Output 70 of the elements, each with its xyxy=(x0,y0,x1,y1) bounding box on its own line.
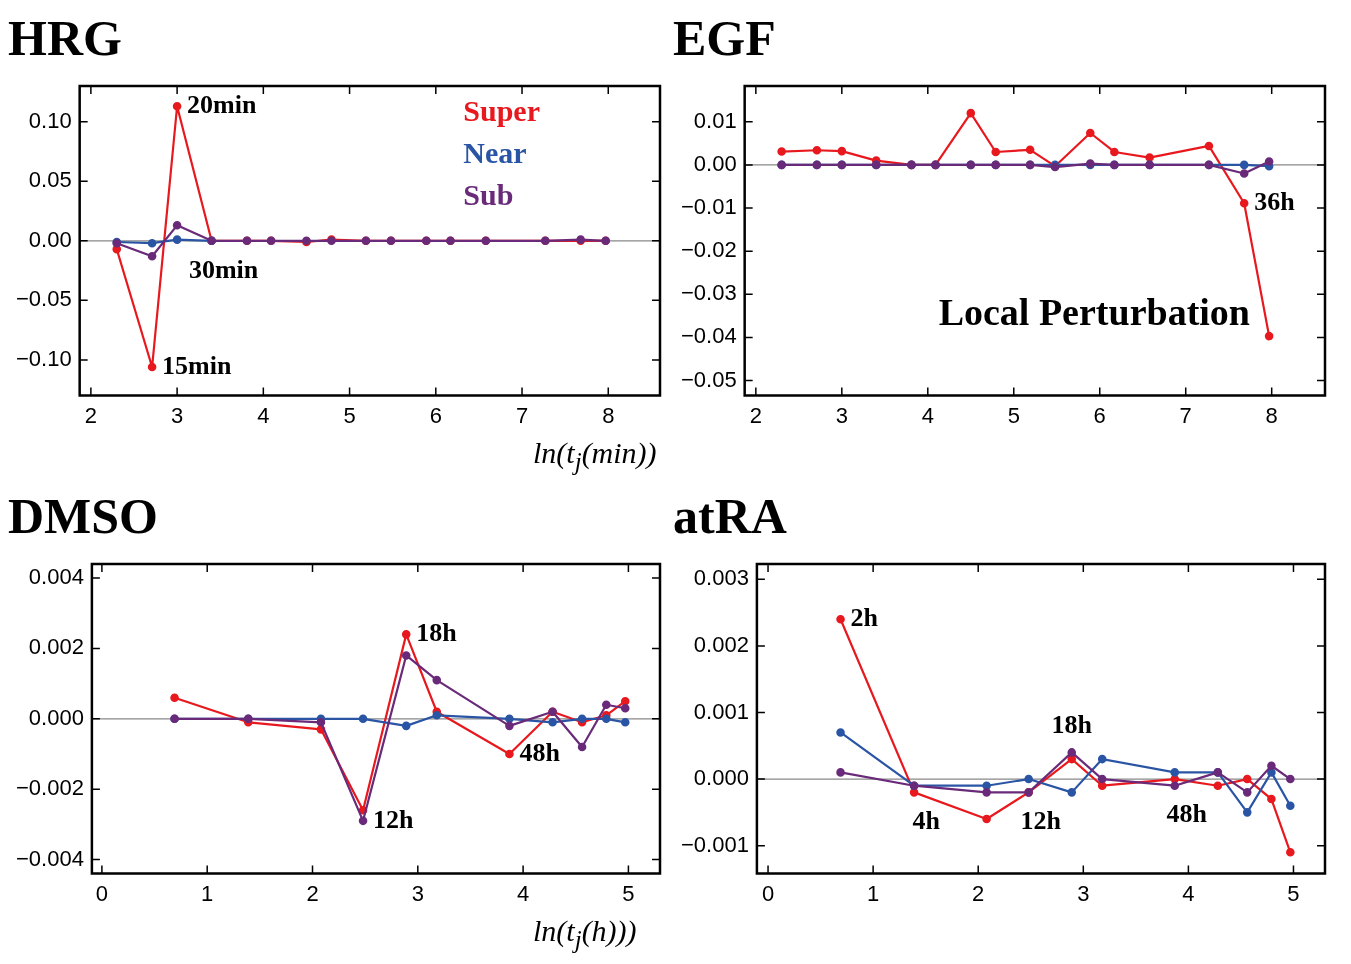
y-tick-label: −0.01 xyxy=(680,194,737,220)
x-tick-label: 2 xyxy=(749,402,762,428)
x-tick-label: 2 xyxy=(972,880,985,906)
y-tick-label: 0.002 xyxy=(693,631,749,657)
annotation: 15min xyxy=(162,350,232,380)
y-tick-label: −0.002 xyxy=(16,775,84,801)
text: Near xyxy=(463,135,527,169)
x-tick-label: 8 xyxy=(1265,402,1278,428)
y-tick-label: 0.05 xyxy=(28,167,72,193)
annotation: Local Perturbation xyxy=(938,291,1250,334)
chart-title: DMSO xyxy=(8,487,158,544)
y-tick-label: 0.001 xyxy=(693,698,749,724)
y-tick-label: 0.01 xyxy=(693,107,737,133)
y-tick-label: 0.000 xyxy=(693,765,749,791)
annotation: 36h xyxy=(1254,187,1296,216)
x-axis-title: ln(t$_{j}$(h))) xyxy=(533,914,637,954)
x-tick-label: 3 xyxy=(1077,880,1090,906)
y-tick-label: −0.05 xyxy=(15,286,72,312)
x-axis-title: ln(t$_{j}$(min)) xyxy=(533,436,657,476)
text: Super xyxy=(463,93,540,127)
annotation: 48h xyxy=(1166,799,1208,829)
y-tick-label: −0.001 xyxy=(681,831,749,857)
y-tick-label: 0.00 xyxy=(28,226,72,252)
annotation: 48h xyxy=(519,737,561,767)
x-tick-label: 2 xyxy=(306,880,319,906)
annotation: 2h xyxy=(850,602,879,632)
annotation: 20min xyxy=(187,89,257,119)
y-tick-label: −0.05 xyxy=(680,366,737,392)
x-tick-label: 7 xyxy=(1179,402,1192,428)
x-tick-label: 1 xyxy=(867,880,880,906)
x-tick-label: 3 xyxy=(411,880,424,906)
y-tick-label: 0.004 xyxy=(28,564,84,590)
annotation: 18h xyxy=(416,618,458,648)
x-tick-label: 4 xyxy=(257,402,270,428)
x-tick-label: 3 xyxy=(835,402,848,428)
x-tick-label: 6 xyxy=(429,402,442,428)
annotation: 4h xyxy=(912,806,941,836)
x-tick-label: 1 xyxy=(201,880,214,906)
x-tick-label: 2 xyxy=(84,402,97,428)
y-tick-label: −0.04 xyxy=(680,323,737,349)
y-tick-label: 0.00 xyxy=(693,150,737,176)
annotation: 12h xyxy=(1020,806,1062,836)
annotation: 18h xyxy=(1051,710,1093,740)
chart-title: EGF xyxy=(673,9,776,66)
x-tick-label: 4 xyxy=(516,880,530,906)
annotation: 12h xyxy=(373,804,415,834)
x-tick-label: 5 xyxy=(622,880,635,906)
y-tick-label: 0.002 xyxy=(28,634,84,660)
x-tick-label: 8 xyxy=(602,402,615,428)
x-tick-label: 5 xyxy=(1287,880,1300,906)
x-tick-label: 5 xyxy=(343,402,356,428)
y-tick-label: 0.000 xyxy=(28,704,84,730)
y-tick-label: −0.10 xyxy=(15,345,72,371)
chart-title: atRA xyxy=(673,487,787,544)
y-tick-label: −0.02 xyxy=(680,237,737,263)
x-tick-label: 7 xyxy=(515,402,529,428)
y-tick-label: −0.004 xyxy=(16,845,84,871)
y-tick-label: 0.10 xyxy=(28,107,72,133)
x-tick-label: 5 xyxy=(1007,402,1020,428)
x-tick-label: 4 xyxy=(1182,880,1195,906)
x-tick-label: 3 xyxy=(170,402,184,428)
series-label: Sub xyxy=(463,177,514,211)
annotation: 30min xyxy=(188,254,259,284)
x-tick-label: 6 xyxy=(1093,402,1106,428)
y-tick-label: −0.03 xyxy=(680,280,737,306)
x-tick-label: 0 xyxy=(95,880,109,906)
x-tick-label: 0 xyxy=(761,880,775,906)
chart-title: HRG xyxy=(8,9,122,66)
y-tick-label: 0.003 xyxy=(693,565,749,591)
x-tick-label: 4 xyxy=(921,402,934,428)
